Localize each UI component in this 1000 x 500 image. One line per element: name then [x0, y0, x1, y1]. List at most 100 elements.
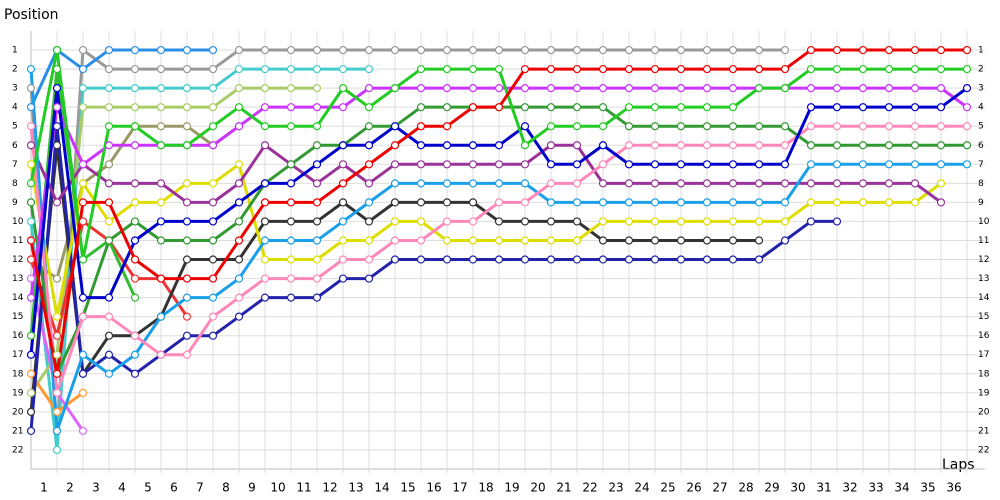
position-point	[572, 198, 582, 207]
position-point	[26, 369, 36, 378]
position-point	[416, 122, 426, 131]
position-point	[364, 274, 374, 283]
x-tick-label: 30	[790, 481, 805, 495]
position-point	[884, 122, 894, 131]
y-tick-label-right: 13	[978, 274, 989, 284]
position-point	[910, 179, 920, 188]
position-point	[286, 217, 296, 226]
y-tick-label-right: 15	[978, 312, 989, 322]
position-point	[910, 160, 920, 169]
position-point	[780, 198, 790, 207]
position-point	[442, 236, 452, 245]
position-point	[442, 198, 452, 207]
position-point	[260, 198, 270, 207]
position-point	[624, 45, 634, 55]
position-point	[26, 141, 36, 150]
y-tick-label-right: 3	[978, 84, 984, 94]
position-point	[52, 198, 62, 207]
position-point	[338, 160, 348, 169]
position-point	[780, 179, 790, 188]
position-point	[286, 293, 296, 302]
position-point	[494, 141, 504, 150]
position-point	[26, 103, 36, 112]
position-point	[936, 160, 946, 169]
position-point	[52, 122, 62, 131]
position-point	[286, 198, 296, 207]
position-point	[572, 84, 582, 93]
position-point	[702, 255, 712, 264]
position-point	[260, 293, 270, 302]
x-tick-label: 7	[196, 481, 204, 495]
position-point	[728, 103, 738, 112]
position-point	[858, 64, 868, 74]
position-point	[806, 45, 816, 55]
x-tick-label: 15	[400, 481, 415, 495]
position-point	[52, 445, 62, 455]
position-point	[780, 141, 790, 150]
position-point	[962, 103, 972, 112]
position-point	[260, 64, 270, 74]
position-point	[26, 217, 36, 226]
y-tick-label: 1	[12, 46, 18, 56]
position-point	[546, 64, 556, 74]
position-point	[520, 103, 530, 112]
position-point	[26, 84, 36, 93]
position-point	[260, 45, 270, 55]
position-point	[156, 217, 166, 226]
position-point	[104, 350, 114, 359]
position-point	[494, 179, 504, 188]
position-point	[754, 122, 764, 131]
position-point	[650, 179, 660, 188]
position-point	[676, 64, 686, 74]
position-point	[884, 64, 894, 74]
y-tick-label: 22	[12, 445, 23, 455]
position-point	[364, 64, 374, 74]
x-tick-label: 28	[738, 481, 753, 495]
position-point	[156, 179, 166, 188]
position-point	[598, 122, 608, 131]
position-point	[338, 64, 348, 74]
position-point	[182, 141, 192, 150]
position-point	[182, 198, 192, 207]
position-point	[26, 350, 36, 359]
position-point	[416, 45, 426, 55]
position-point	[624, 84, 634, 93]
position-point	[182, 274, 192, 283]
position-point	[650, 64, 660, 74]
position-point	[676, 236, 686, 245]
position-point	[572, 122, 582, 131]
position-point	[78, 369, 88, 378]
position-point	[234, 255, 244, 264]
position-point	[52, 84, 62, 93]
position-point	[130, 103, 140, 112]
position-point	[390, 236, 400, 245]
y-tick-label: 9	[12, 198, 18, 208]
position-point	[936, 103, 946, 112]
position-point	[312, 198, 322, 207]
x-tick-label: 5	[144, 481, 152, 495]
position-point	[572, 45, 582, 55]
position-point	[26, 407, 36, 416]
position-point	[208, 84, 218, 93]
position-point	[702, 45, 712, 55]
position-point	[520, 45, 530, 55]
position-point	[26, 64, 36, 74]
position-point	[910, 122, 920, 131]
position-point	[780, 64, 790, 74]
position-point	[182, 64, 192, 74]
position-point	[390, 160, 400, 169]
position-point	[546, 198, 556, 207]
position-point	[182, 103, 192, 112]
y-tick-label: 2	[12, 65, 18, 75]
position-point	[312, 64, 322, 74]
position-point	[312, 45, 322, 55]
position-point	[806, 198, 816, 207]
position-point	[182, 217, 192, 226]
position-point	[598, 160, 608, 169]
position-line	[29, 162, 942, 319]
position-point	[936, 122, 946, 131]
x-tick-label: 10	[270, 481, 285, 495]
y-tick-label-right: 14	[978, 293, 990, 303]
position-point	[234, 160, 244, 169]
position-point	[312, 179, 322, 188]
